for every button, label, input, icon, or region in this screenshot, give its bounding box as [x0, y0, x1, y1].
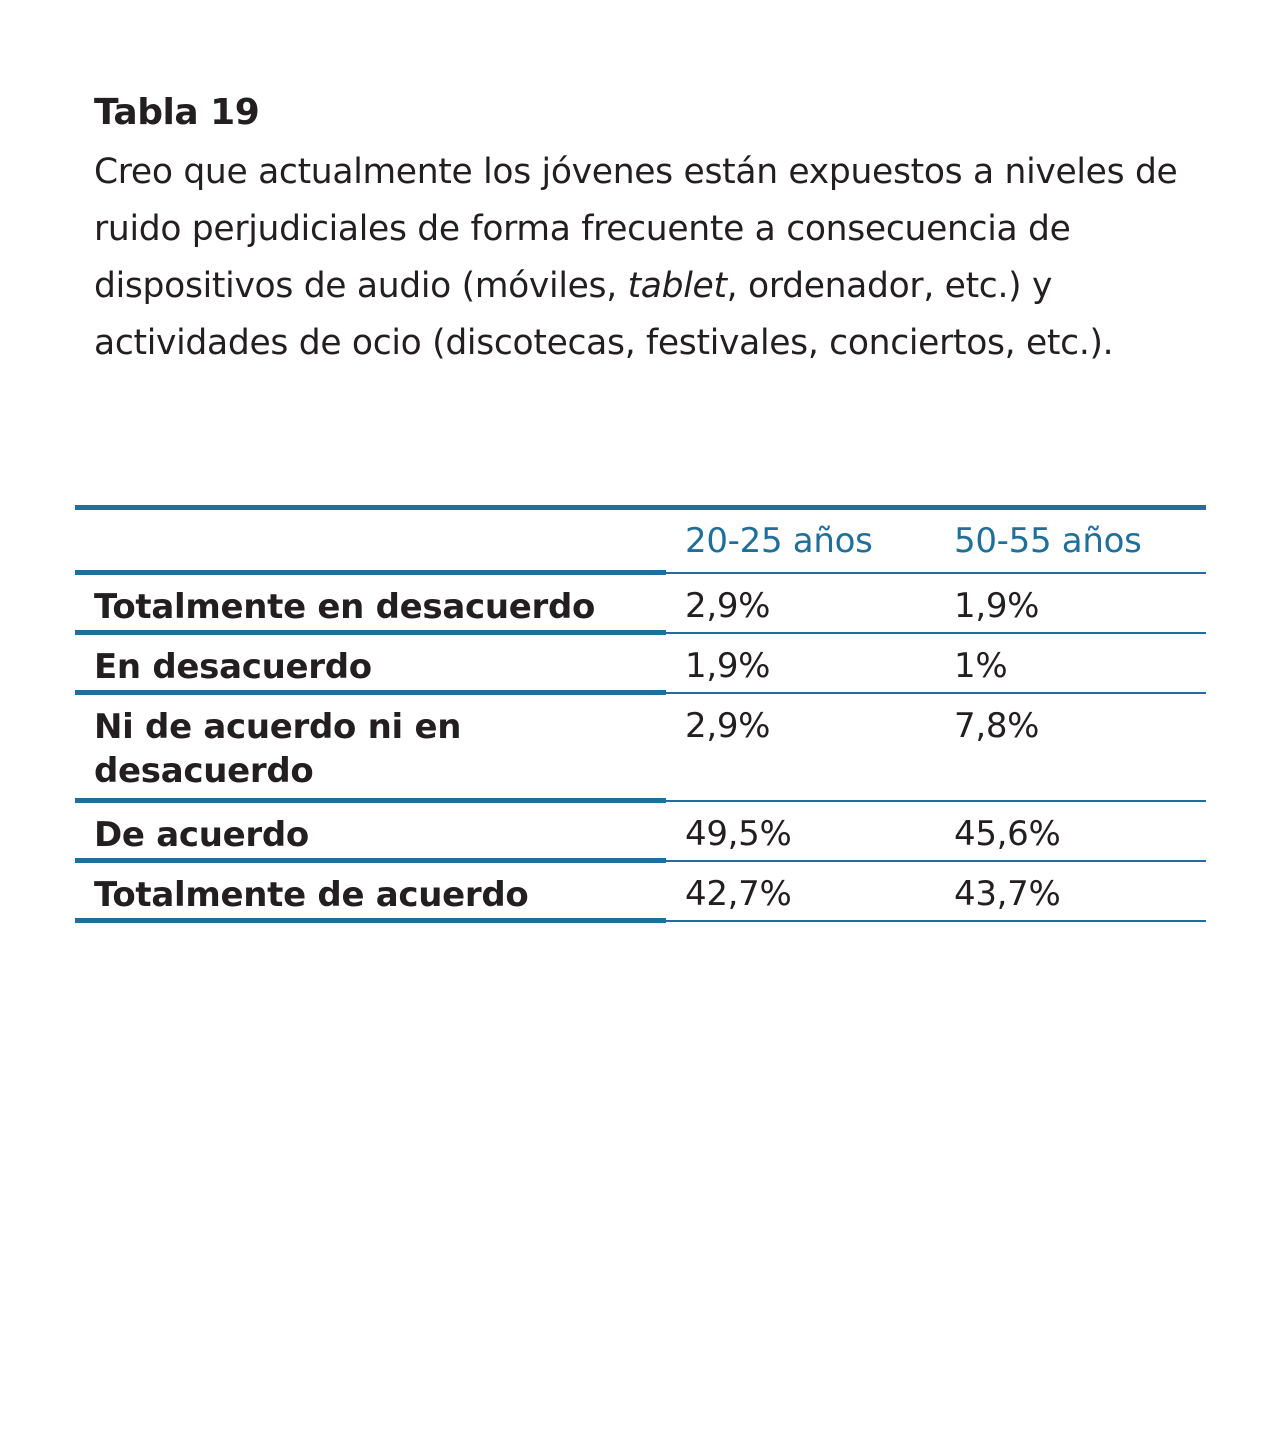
- cell-20-25: 2,9%: [666, 572, 935, 634]
- table-header-row: 20-25 años 50-55 años: [75, 505, 1206, 575]
- table-row: Totalmente en desacuerdo 2,9% 1,9%: [75, 572, 1206, 635]
- table-row: En desacuerdo 1,9% 1%: [75, 632, 1206, 695]
- description-text-end: , ordenador, etc.) y actividades de ocio…: [94, 266, 1114, 363]
- table-title: Tabla 19: [94, 92, 260, 133]
- row-label: Totalmente en desacuerdo: [75, 572, 666, 635]
- cell-50-55: 7,8%: [935, 692, 1206, 802]
- cell-20-25: 49,5%: [666, 800, 935, 862]
- row-label: En desacuerdo: [75, 632, 666, 695]
- row-label: Ni de acuerdo ni en desacuerdo: [75, 692, 666, 803]
- description-text: Creo que actualmente los jóvenes están e…: [94, 152, 1178, 306]
- cell-50-55: 1%: [935, 632, 1206, 694]
- description-italic: tablet: [627, 266, 727, 306]
- cell-50-55: 1,9%: [935, 572, 1206, 634]
- cell-50-55: 45,6%: [935, 800, 1206, 862]
- table-row: Ni de acuerdo ni en desacuerdo 2,9% 7,8%: [75, 692, 1206, 803]
- cell-20-25: 2,9%: [666, 692, 935, 802]
- cell-20-25: 42,7%: [666, 860, 935, 922]
- row-label: Totalmente de acuerdo: [75, 860, 666, 923]
- header-empty: [75, 505, 666, 575]
- table-row: Totalmente de acuerdo 42,7% 43,7%: [75, 860, 1206, 923]
- header-50-55: 50-55 años: [935, 505, 1206, 574]
- row-label: De acuerdo: [75, 800, 666, 863]
- header-20-25: 20-25 años: [666, 505, 935, 574]
- table-row: De acuerdo 49,5% 45,6%: [75, 800, 1206, 863]
- cell-50-55: 43,7%: [935, 860, 1206, 922]
- table-description: Creo que actualmente los jóvenes están e…: [94, 144, 1214, 372]
- cell-20-25: 1,9%: [666, 632, 935, 694]
- survey-table: 20-25 años 50-55 años Totalmente en desa…: [75, 505, 1206, 923]
